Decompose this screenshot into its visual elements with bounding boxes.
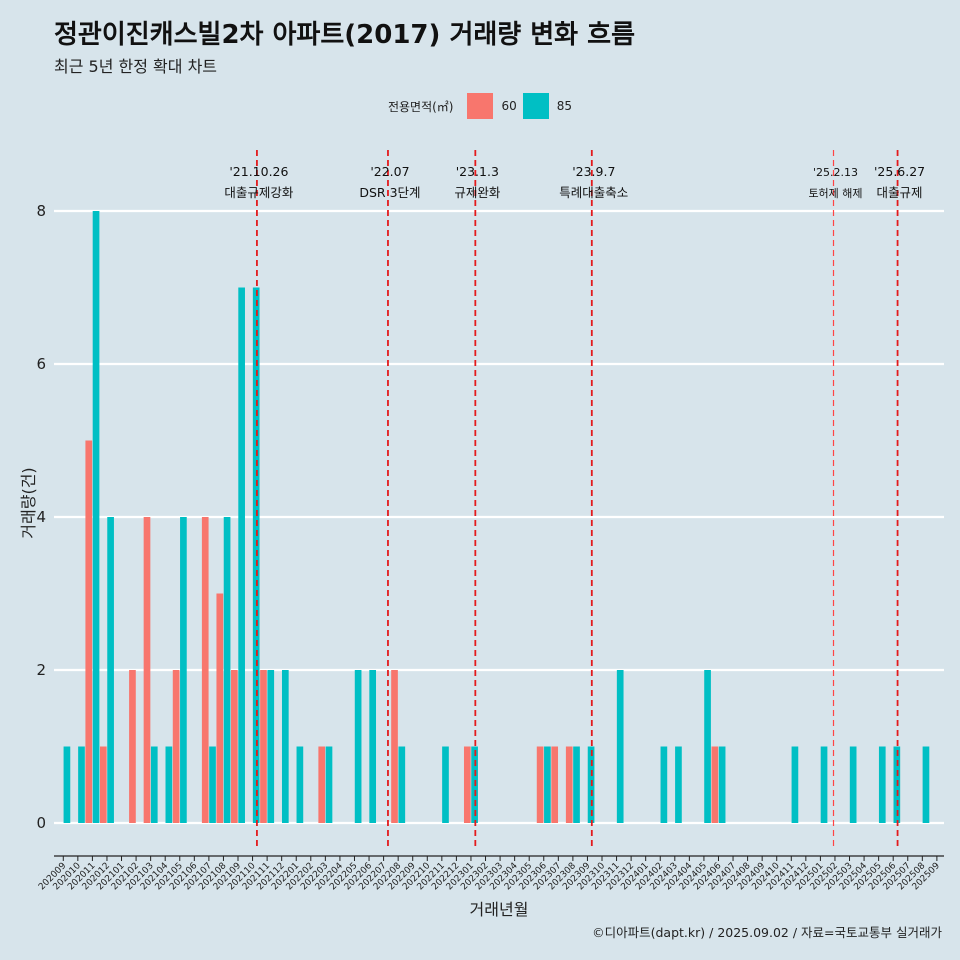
y-tick-label: 0 <box>36 814 46 832</box>
bar-85-202203 <box>325 746 333 823</box>
bar-85-202108 <box>223 517 231 823</box>
y-tick-label: 8 <box>36 202 46 220</box>
bar-60-202308 <box>565 746 573 823</box>
legend-label-60: 60 <box>501 99 517 113</box>
bar-85-202405 <box>704 670 711 823</box>
bar-85-202402 <box>660 746 668 823</box>
bar-85-202211 <box>442 746 449 823</box>
event-date-label: '25.2.13 <box>813 166 858 179</box>
bar-85-202009 <box>63 746 71 823</box>
x-axis-title: 거래년월 <box>470 900 529 919</box>
bar-85-202503 <box>849 746 857 823</box>
event-date-label: '25.6.27 <box>874 164 925 179</box>
bar-60-202307 <box>551 746 559 823</box>
legend-key-85 <box>522 93 549 119</box>
bar-60-202103 <box>143 517 151 823</box>
bar-85-202201 <box>296 746 304 823</box>
bar-60-202109 <box>231 670 238 823</box>
bar-85-202411 <box>791 746 799 823</box>
event-name-label: 규제완화 <box>454 185 501 200</box>
bar-85-202501 <box>820 746 828 823</box>
event-name-label: 대출규제 <box>877 185 923 200</box>
bar-60-202301 <box>463 746 471 823</box>
legend-item-60: 60 <box>467 93 517 119</box>
legend-item-85: 85 <box>522 93 573 119</box>
bar-85-202208 <box>398 746 406 823</box>
y-axis-title: 거래량(건) <box>19 467 38 538</box>
bar-60-202011 <box>85 440 93 823</box>
legend-label-85: 85 <box>556 99 573 113</box>
event-name-label: DSR 3단계 <box>359 185 420 200</box>
bar-60-202203 <box>318 746 326 823</box>
bar-85-202105 <box>180 517 187 823</box>
bar-85-202306 <box>544 746 551 823</box>
y-tick-label: 4 <box>36 508 46 526</box>
bar-85-202111 <box>267 670 275 823</box>
bar-60-202105 <box>172 670 180 823</box>
bar-85-202508 <box>922 746 930 823</box>
event-date-label: '23.1.3 <box>456 164 499 179</box>
legend-key-60 <box>467 93 494 119</box>
event-date-label: '23.9.7 <box>572 164 615 179</box>
bar-60-202208 <box>391 670 398 823</box>
legend-title: 전용면적(㎡) <box>387 99 454 114</box>
event-name-label: 대출규제강화 <box>224 185 294 200</box>
bar-85-202308 <box>573 746 580 823</box>
bar-60-202102 <box>129 670 136 823</box>
bar-85-202103 <box>150 746 158 823</box>
bar-85-202107 <box>209 746 216 823</box>
bar-60-202012 <box>99 746 107 823</box>
chart-title: 정관이진캐스빌2차 아파트(2017) 거래량 변화 흐름 <box>54 20 635 50</box>
bar-85-202112 <box>281 670 289 823</box>
bar-60-202406 <box>711 746 719 823</box>
caption: ©디아파트(dapt.kr) / 2025.09.02 / 자료=국토교통부 실… <box>592 925 942 940</box>
bar-85-202205 <box>354 670 362 823</box>
event-name-label: 특례대출축소 <box>559 185 628 200</box>
bar-60-202111 <box>260 670 267 823</box>
bar-85-202311 <box>616 670 624 823</box>
event-date-label: '22.07 <box>370 164 409 179</box>
bar-85-202104 <box>165 746 173 823</box>
bar-85-202403 <box>675 746 682 823</box>
bar-85-202206 <box>369 670 377 823</box>
event-date-label: '21.10.26 <box>229 164 288 179</box>
chart-subtitle: 최근 5년 한정 확대 차트 <box>54 57 218 76</box>
bar-60-202107 <box>201 517 209 823</box>
y-tick-label: 6 <box>36 355 46 373</box>
bar-60-202108 <box>216 593 224 823</box>
bar-85-202109 <box>238 287 245 823</box>
bar-85-202010 <box>78 746 85 823</box>
bar-85-202406 <box>718 746 726 823</box>
bar-85-202011 <box>92 211 100 823</box>
legend: 전용면적(㎡) 60 85 <box>0 93 960 119</box>
bar-85-202505 <box>878 746 886 823</box>
y-tick-label: 2 <box>36 661 46 679</box>
bar-60-202306 <box>536 746 544 823</box>
bar-85-202012 <box>107 517 114 823</box>
event-name-label: 토허제 해제 <box>808 186 862 200</box>
